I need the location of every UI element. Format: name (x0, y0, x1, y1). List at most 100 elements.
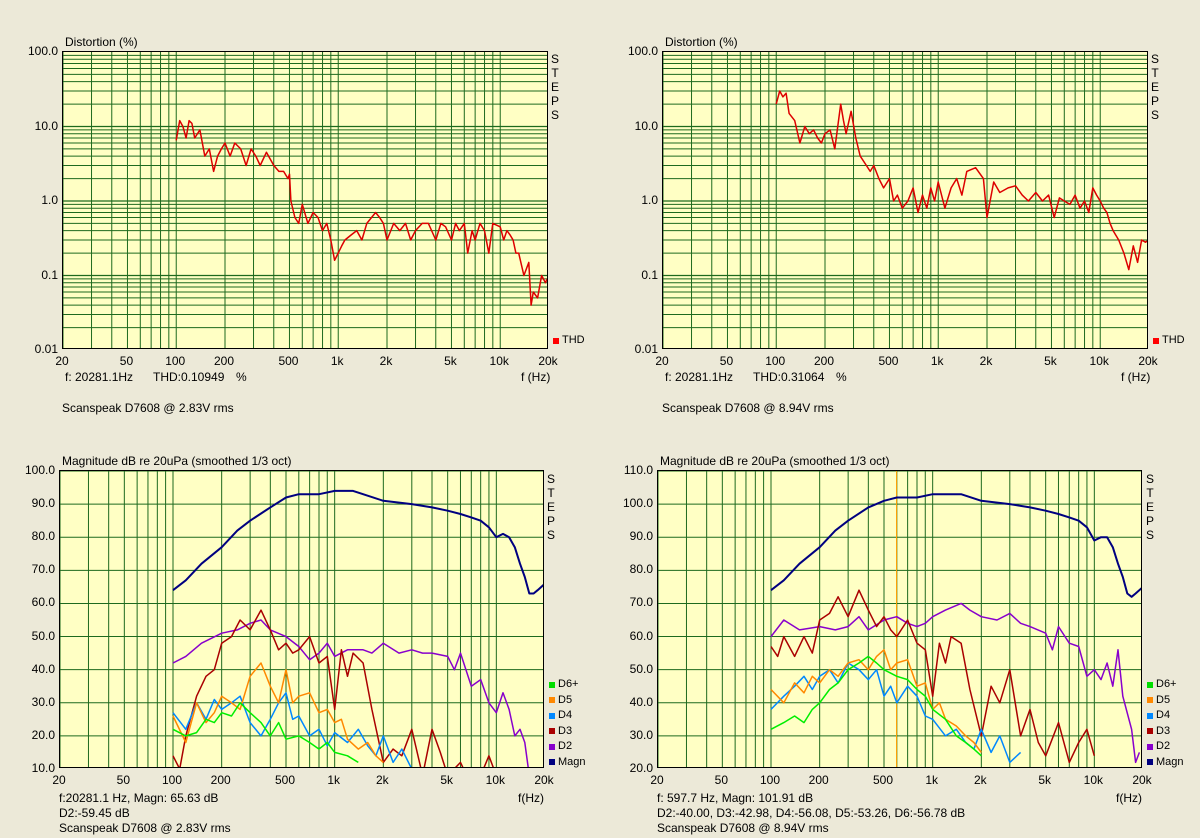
series-line-thd (775, 90, 1147, 271)
legend-label: D2 (558, 740, 573, 752)
y-tick-label: 70.0 (31, 562, 55, 577)
legend-label: Magn (558, 755, 586, 768)
legend-item-thd: THD (1153, 333, 1185, 349)
legend-swatch (553, 337, 559, 344)
legend: D6+ D5 D4 D3 D2 Magn (1147, 677, 1184, 770)
legend-item-d5: D5 (549, 693, 586, 709)
chart-title: Magnitude dB re 20uPa (smoothed 1/3 oct) (660, 454, 890, 468)
legend-swatch (1153, 337, 1159, 344)
x-tick-label: 100 (165, 354, 186, 368)
measurement-caption: Scanspeak D7608 @ 8.94V rms (662, 401, 834, 415)
series-line-d5 (770, 649, 982, 753)
measurement-caption: Scanspeak D7608 @ 2.83V rms (62, 401, 234, 415)
y-tick-label: 30.0 (31, 694, 55, 709)
y-tick-label: 0.01 (34, 342, 58, 356)
x-tick-label: 1k (925, 773, 938, 787)
series-line-d3 (172, 609, 494, 767)
legend-label: Magn (1156, 755, 1184, 768)
legend-swatch (1147, 759, 1153, 766)
y-tick-label: 0.1 (641, 267, 658, 282)
x-tick-label: 20 (55, 354, 69, 368)
x-tick-label: 20k (534, 773, 554, 787)
chart-svg (63, 52, 547, 348)
chart-title: Distortion (%) (665, 35, 738, 49)
y-tick-label: 10.0 (34, 118, 58, 133)
legend-swatch (1147, 728, 1153, 735)
legend-item-d6-plus: D6+ (1147, 677, 1184, 693)
chart-svg (658, 471, 1141, 767)
y-tick-label: 50.0 (629, 661, 653, 676)
x-tick-label: 10k (1083, 773, 1103, 787)
chart-title: Magnitude dB re 20uPa (smoothed 1/3 oct) (62, 454, 292, 468)
y-tick-label: 100.0 (24, 463, 55, 477)
x-tick-label: 2k (379, 354, 393, 368)
x-tick-label: 500 (274, 773, 296, 787)
x-tick-label: 500 (278, 354, 299, 368)
y-tick-label: 0.01 (634, 342, 658, 356)
y-tick-label: 100.0 (622, 496, 653, 511)
x-tick-label: 200 (213, 354, 235, 368)
y-tick-label: 20.0 (31, 727, 55, 742)
legend: THD (553, 333, 585, 349)
harmonic-readout: D2:-40.00, D3:-42.98, D4:-56.08, D5:-53.… (657, 806, 966, 820)
thd-unit: % (836, 370, 847, 384)
y-tick-label: 50.0 (31, 628, 55, 643)
x-tick-label: 5k (440, 773, 453, 787)
x-tick-label: 20 (52, 773, 66, 787)
measurement-caption: Scanspeak D7608 @ 8.94V rms (657, 821, 829, 835)
legend-label: D6+ (558, 678, 579, 690)
x-axis-label: f (Hz) (1121, 370, 1151, 384)
legend-item-d5: D5 (1147, 693, 1184, 709)
legend-swatch (1147, 743, 1153, 750)
plot-area[interactable] (662, 51, 1148, 349)
y-tick-label: 1.0 (641, 193, 658, 207)
plot-area[interactable] (59, 470, 544, 768)
x-tick-label: 100 (759, 773, 781, 787)
y-tick-label: 10.0 (634, 118, 658, 133)
chart-svg (60, 471, 543, 767)
thd-unit: % (236, 370, 247, 384)
cursor-frequency-readout: f: 20281.1Hz (665, 370, 734, 384)
grid (63, 52, 547, 348)
legend-swatch (549, 743, 555, 750)
x-tick-label: 500 (872, 773, 894, 787)
thd-readout: THD:0.10949 (153, 370, 225, 384)
x-axis-label: f(Hz) (1116, 791, 1142, 805)
x-tick-label: 5k (1044, 354, 1057, 368)
x-tick-label: 20 (655, 354, 669, 368)
x-tick-label: 200 (210, 773, 231, 787)
x-tick-label: 2k (375, 773, 389, 787)
plot-area[interactable] (657, 470, 1142, 768)
x-tick-label: 200 (813, 354, 835, 368)
y-tick-label: 10.0 (31, 761, 55, 775)
series-line-thd (175, 119, 547, 306)
x-tick-label: 100 (161, 773, 183, 787)
x-tick-label: 1k (330, 354, 344, 368)
series-line-d6-plus (770, 655, 982, 757)
legend: THD (1153, 333, 1185, 349)
thd-readout: THD:0.31064 (753, 370, 825, 384)
y-tick-label: 1.0 (41, 193, 58, 207)
plot-area[interactable] (62, 51, 548, 349)
x-tick-label: 5k (1038, 773, 1051, 787)
chart-title: Distortion (%) (65, 35, 138, 49)
cursor-readout: f:20281.1 Hz, Magn: 65.63 dB (59, 791, 219, 805)
chart-svg (663, 52, 1147, 348)
cursor-frequency-readout: f: 20281.1Hz (65, 370, 134, 384)
legend-swatch (549, 712, 555, 719)
legend-item-d3: D3 (549, 724, 586, 740)
legend-label: D3 (558, 724, 573, 737)
legend-label: D5 (558, 693, 573, 706)
y-tick-label: 90.0 (31, 496, 55, 511)
y-tick-label: 40.0 (629, 694, 653, 709)
y-tick-label: 20.0 (629, 761, 653, 775)
y-tick-label: 80.0 (31, 529, 55, 544)
x-tick-label: 20k (1132, 773, 1152, 787)
x-tick-label: 500 (878, 354, 899, 368)
x-tick-label: 50 (719, 354, 734, 368)
legend-swatch (549, 759, 555, 766)
